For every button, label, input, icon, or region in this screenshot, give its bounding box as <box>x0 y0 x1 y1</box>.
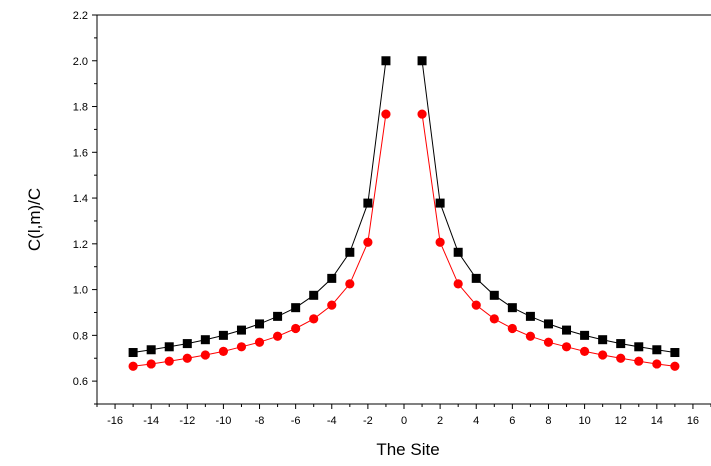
series-2-point <box>128 361 138 371</box>
y-tick-label: 1.4 <box>73 193 88 205</box>
series-2-point <box>164 356 174 366</box>
series-1-point <box>507 303 517 313</box>
series-1-point <box>128 348 138 358</box>
x-axis-label: The Site <box>376 440 439 459</box>
x-tick-label: 0 <box>401 415 407 427</box>
series-1-point <box>327 273 337 283</box>
series-2-point <box>598 350 608 360</box>
series-1-point <box>218 330 228 340</box>
series-1-point <box>453 247 463 257</box>
series-1-point <box>273 311 283 321</box>
series-1-point <box>652 345 662 355</box>
series-2-point <box>507 323 517 334</box>
x-tick-label: -12 <box>179 415 195 427</box>
x-axis: -16 -14 -12 -10 -8 -6 -4 -2 0 2 4 6 8 10 12 14 16 <box>96 404 711 427</box>
series-1-point <box>670 348 680 358</box>
series-1-point <box>164 342 174 352</box>
series-2-point <box>634 356 644 366</box>
x-tick-label: 4 <box>473 415 479 427</box>
series-2-point <box>525 331 536 341</box>
series-2-point <box>218 346 229 356</box>
y-tick-label: 0.8 <box>73 330 88 342</box>
x-tick-label: -10 <box>215 415 231 427</box>
x-tick-label: -16 <box>107 415 123 427</box>
series-1-point <box>417 56 427 66</box>
series-1-point <box>309 290 319 300</box>
x-tick-label: 12 <box>615 415 627 427</box>
series-1-point <box>200 335 210 345</box>
series-1-line-right <box>421 60 675 353</box>
series-2-point <box>309 314 319 324</box>
x-tick-label: 6 <box>509 415 515 427</box>
series-lines <box>133 60 675 367</box>
series-2-point <box>363 237 373 247</box>
series-1-point <box>471 273 481 283</box>
series-2-point <box>471 300 481 310</box>
series-markers <box>128 56 680 371</box>
x-tick-label: -4 <box>327 415 337 427</box>
series-2-point <box>381 109 391 119</box>
y-tick-label: 1.0 <box>73 285 88 297</box>
series-2-point <box>291 323 301 334</box>
series-1-point <box>598 335 608 345</box>
series-2-point <box>616 353 626 363</box>
y-axis: 0.6 0.8 1.0 1.2 1.4 1.6 1.8 2.0 2.2 <box>73 10 97 405</box>
series-2-point <box>254 337 265 347</box>
series-2-point <box>543 337 554 347</box>
series-1-point <box>146 345 156 355</box>
series-2-point <box>652 359 662 369</box>
series-2-point <box>182 353 192 363</box>
series-1-point <box>255 319 265 329</box>
series-2-point <box>435 237 445 247</box>
series-1-point <box>345 247 355 257</box>
x-tick-label: -2 <box>363 415 373 427</box>
series-1-point <box>489 290 499 300</box>
x-tick-label: 10 <box>578 415 590 427</box>
series-2-point <box>579 346 590 356</box>
series-2-point <box>327 300 337 310</box>
y-axis-label: C(l,m)/C <box>25 188 44 251</box>
series-1-point <box>580 330 590 340</box>
series-2-point <box>236 342 247 352</box>
y-tick-label: 1.6 <box>73 147 88 159</box>
series-2-point <box>272 331 283 341</box>
y-tick-label: 1.8 <box>73 102 88 114</box>
series-2-point <box>146 359 156 369</box>
series-2-point <box>489 314 499 324</box>
series-2-point <box>417 109 427 119</box>
y-tick-label: 2.0 <box>73 56 88 68</box>
y-tick-label: 2.2 <box>73 10 88 22</box>
series-2-point <box>345 279 355 289</box>
x-tick-label: 16 <box>687 415 699 427</box>
x-tick-label: 8 <box>545 415 551 427</box>
series-1-point <box>291 303 301 313</box>
series-1-line-left <box>133 60 387 353</box>
series-1-point <box>381 56 391 66</box>
series-1-point <box>634 342 644 352</box>
series-2-point <box>670 361 680 371</box>
x-tick-label: -8 <box>255 415 265 427</box>
y-tick-label: 0.6 <box>73 376 88 388</box>
series-1-point <box>435 198 445 208</box>
series-1-point <box>562 325 572 335</box>
series-1-point <box>525 311 535 321</box>
series-1-point <box>363 198 373 208</box>
y-tick-label: 1.2 <box>73 239 88 251</box>
series-2-point <box>200 350 210 360</box>
x-tick-label: 2 <box>437 415 443 427</box>
series-1-point <box>236 325 246 335</box>
x-tick-label: -14 <box>143 415 159 427</box>
series-1-point <box>182 339 192 349</box>
series-1-point <box>616 339 626 349</box>
x-tick-label: 14 <box>651 415 663 427</box>
series-2-point <box>561 342 572 352</box>
x-tick-label: -6 <box>291 415 301 427</box>
series-2-point <box>453 279 463 289</box>
series-1-point <box>543 319 553 329</box>
